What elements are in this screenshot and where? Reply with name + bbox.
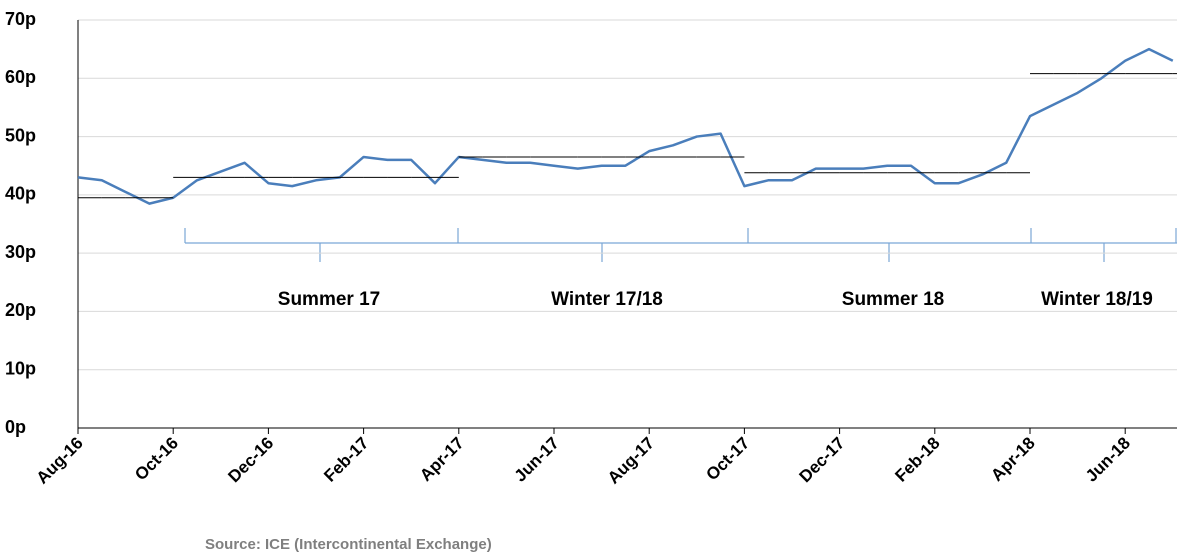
x-tick-label: Apr-18: [987, 433, 1039, 485]
x-tick-label: Dec-17: [796, 433, 849, 486]
x-tick-label: Apr-17: [416, 433, 468, 485]
x-tick-label: Aug-16: [33, 433, 87, 487]
price-line: [77, 47, 1174, 205]
y-tick-label: 60p: [5, 67, 36, 87]
season-brackets: [184, 228, 1177, 262]
x-tick-label: Aug-17: [604, 433, 658, 487]
x-tick-label: Jun-17: [511, 433, 563, 485]
x-tick-label: Dec-16: [224, 433, 277, 486]
x-tick-label: Jun-18: [1082, 433, 1134, 485]
y-tick-label: 0p: [5, 417, 26, 437]
y-tick-label: 20p: [5, 300, 36, 320]
y-tick-label: 70p: [5, 9, 36, 29]
y-tick-label: 40p: [5, 184, 36, 204]
y-tick-label: 50p: [5, 125, 36, 145]
season-label: Winter 18/19: [1041, 289, 1153, 310]
season-label: Summer 18: [842, 289, 944, 310]
x-tick-label: Oct-17: [702, 433, 753, 484]
x-tick-label: Feb-18: [891, 433, 943, 485]
source-note: Source: ICE (Intercontinental Exchange): [205, 536, 492, 553]
x-tick-label: Oct-16: [131, 433, 182, 484]
y-tick-label: 30p: [5, 242, 36, 262]
season-label: Summer 17: [278, 289, 380, 310]
season-label: Winter 17/18: [551, 289, 663, 310]
y-tick-label: 10p: [5, 358, 36, 378]
x-tick-label: Feb-17: [320, 433, 372, 485]
grid: [78, 19, 1177, 371]
